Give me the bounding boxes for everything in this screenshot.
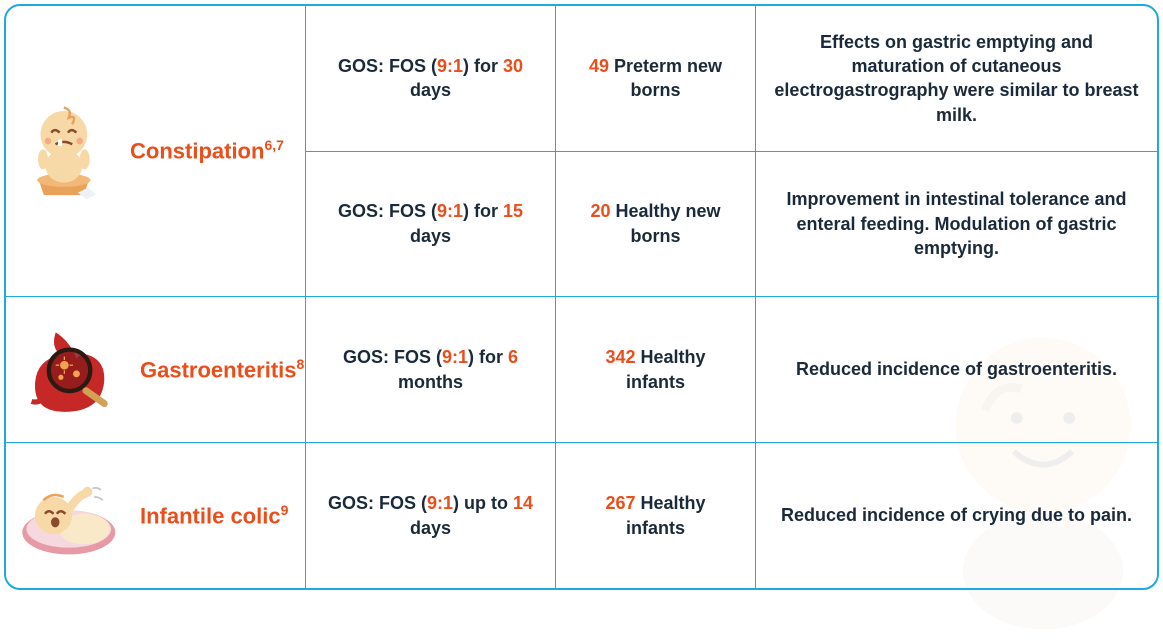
condition-label: Gastroenteritis8 [140, 356, 304, 383]
condition-text: Gastroenteritis [140, 357, 297, 382]
dose-cell: GOS: FOS (9:1) for 15 days [306, 152, 556, 297]
population-cell: 49 Preterm new borns [556, 6, 756, 151]
row-gastroenteritis: Gastroenteritis8 GOS: FOS (9:1) for 6 mo… [6, 297, 1157, 443]
table-row: GOS: FOS (9:1) up to 14 days 267 Healthy… [306, 443, 1157, 588]
table-row: GOS: FOS (9:1) for 15 days 20 Healthy ne… [306, 152, 1157, 297]
condition-label: Infantile colic9 [140, 502, 288, 529]
table-row: GOS: FOS (9:1) for 6 months 342 Healthy … [306, 297, 1157, 442]
effect-cell: Reduced incidence of crying due to pain. [756, 443, 1157, 588]
conditions-table: Constipation6,7 GOS: FOS (9:1) for 30 da… [4, 4, 1159, 590]
condition-refs: 8 [297, 356, 305, 372]
condition-refs: 9 [281, 502, 289, 518]
effect-cell: Effects on gastric emptying and maturati… [756, 6, 1157, 151]
dose-cell: GOS: FOS (9:1) for 30 days [306, 6, 556, 151]
label-cell-gastroenteritis: Gastroenteritis8 [6, 297, 306, 442]
condition-refs: 6,7 [264, 137, 283, 153]
dose-cell: GOS: FOS (9:1) for 6 months [306, 297, 556, 442]
baby-constipation-icon [18, 101, 118, 201]
row-constipation: Constipation6,7 GOS: FOS (9:1) for 30 da… [6, 6, 1157, 297]
table-row: GOS: FOS (9:1) for 30 days 49 Preterm ne… [306, 6, 1157, 152]
label-cell-colic: Infantile colic9 [6, 443, 306, 588]
population-cell: 20 Healthy new borns [556, 152, 756, 297]
dose-cell: GOS: FOS (9:1) up to 14 days [306, 443, 556, 588]
condition-label: Constipation6,7 [130, 137, 284, 164]
stomach-icon [18, 325, 128, 415]
effect-cell: Improvement in intestinal tolerance and … [756, 152, 1157, 297]
effect-cell: Reduced incidence of gastroenteritis. [756, 297, 1157, 442]
population-cell: 267 Healthy infants [556, 443, 756, 588]
row-colic: Infantile colic9 GOS: FOS (9:1) up to 14… [6, 443, 1157, 588]
population-cell: 342 Healthy infants [556, 297, 756, 442]
label-cell-constipation: Constipation6,7 [6, 6, 306, 296]
condition-text: Constipation [130, 139, 264, 164]
condition-text: Infantile colic [140, 503, 281, 528]
baby-crying-icon [18, 471, 128, 561]
